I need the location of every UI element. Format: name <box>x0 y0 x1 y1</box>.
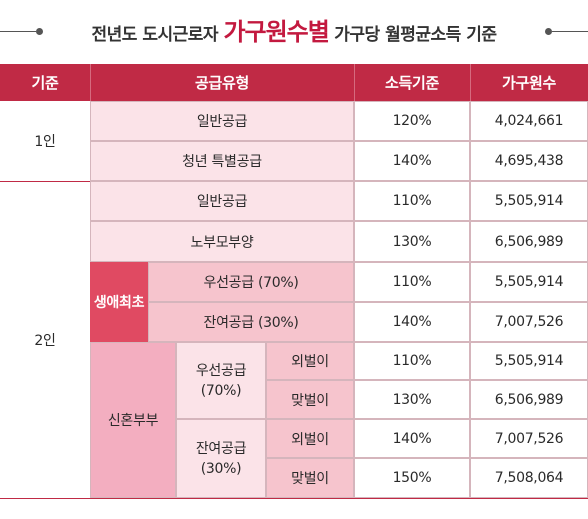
supply-type-cell: 일반공급 <box>90 181 354 221</box>
title-left-dot <box>36 28 43 35</box>
group-one-person: 1인 <box>0 101 90 181</box>
income-cell: 140% <box>354 302 470 342</box>
title-suffix: 가구당 월평균소득 기준 <box>334 25 497 45</box>
income-cell: 140% <box>354 141 470 181</box>
amount-cell: 4,024,661 <box>470 101 588 141</box>
amount-cell: 7,007,526 <box>470 302 588 342</box>
title-left-line <box>0 31 36 32</box>
page-title: 전년도 도시근로자 가구원수별 가구당 월평균소득 기준 <box>91 12 497 47</box>
amount-cell: 4,695,438 <box>470 141 588 181</box>
header-divider <box>90 64 91 101</box>
title-row: 전년도 도시근로자 가구원수별 가구당 월평균소득 기준 <box>0 0 588 64</box>
table-bottom-border <box>0 498 588 499</box>
supply-type-cell: 맞벌이 <box>266 458 354 498</box>
title-prefix: 전년도 도시근로자 <box>91 25 219 45</box>
priority-supply-70: 우선공급 (70%) <box>176 342 266 419</box>
header-household-size: 가구원수 <box>470 64 588 101</box>
title-right-line <box>552 31 588 32</box>
income-cell: 130% <box>354 380 470 419</box>
supply-type-cell: 외벌이 <box>266 342 354 380</box>
supply-type-cell: 노부모부양 <box>90 221 354 262</box>
amount-cell: 5,505,914 <box>470 342 588 380</box>
income-cell: 120% <box>354 101 470 141</box>
header-divider <box>470 64 471 101</box>
remaining-supply-30: 잔여공급 (30%) <box>176 419 266 498</box>
title-highlight: 가구원수별 <box>223 18 329 46</box>
amount-cell: 5,505,914 <box>470 181 588 221</box>
supply-type-cell: 잔여공급 (30%) <box>148 302 354 342</box>
income-cell: 140% <box>354 419 470 458</box>
header-standard: 기준 <box>0 64 90 101</box>
income-cell: 110% <box>354 342 470 380</box>
header-supply-type: 공급유형 <box>90 64 354 101</box>
amount-cell: 7,007,526 <box>470 419 588 458</box>
income-cell: 110% <box>354 262 470 302</box>
income-cell: 150% <box>354 458 470 498</box>
supply-type-cell: 맞벌이 <box>266 380 354 419</box>
amount-cell: 6,506,989 <box>470 380 588 419</box>
supply-type-cell: 외벌이 <box>266 419 354 458</box>
header-divider <box>354 64 355 101</box>
group-first-life: 생애최초 <box>90 262 148 342</box>
supply-type-cell: 청년 특별공급 <box>90 141 354 181</box>
title-right-dot <box>545 28 552 35</box>
section-divider <box>0 181 90 182</box>
supply-type-cell: 일반공급 <box>90 101 354 141</box>
group-two-person: 2인 <box>0 181 90 498</box>
group-newlywed: 신혼부부 <box>90 342 176 498</box>
income-cell: 130% <box>354 221 470 262</box>
amount-cell: 7,508,064 <box>470 458 588 498</box>
amount-cell: 5,505,914 <box>470 262 588 302</box>
supply-type-cell: 우선공급 (70%) <box>148 262 354 302</box>
income-cell: 110% <box>354 181 470 221</box>
header-income-standard: 소득기준 <box>354 64 470 101</box>
amount-cell: 6,506,989 <box>470 221 588 262</box>
